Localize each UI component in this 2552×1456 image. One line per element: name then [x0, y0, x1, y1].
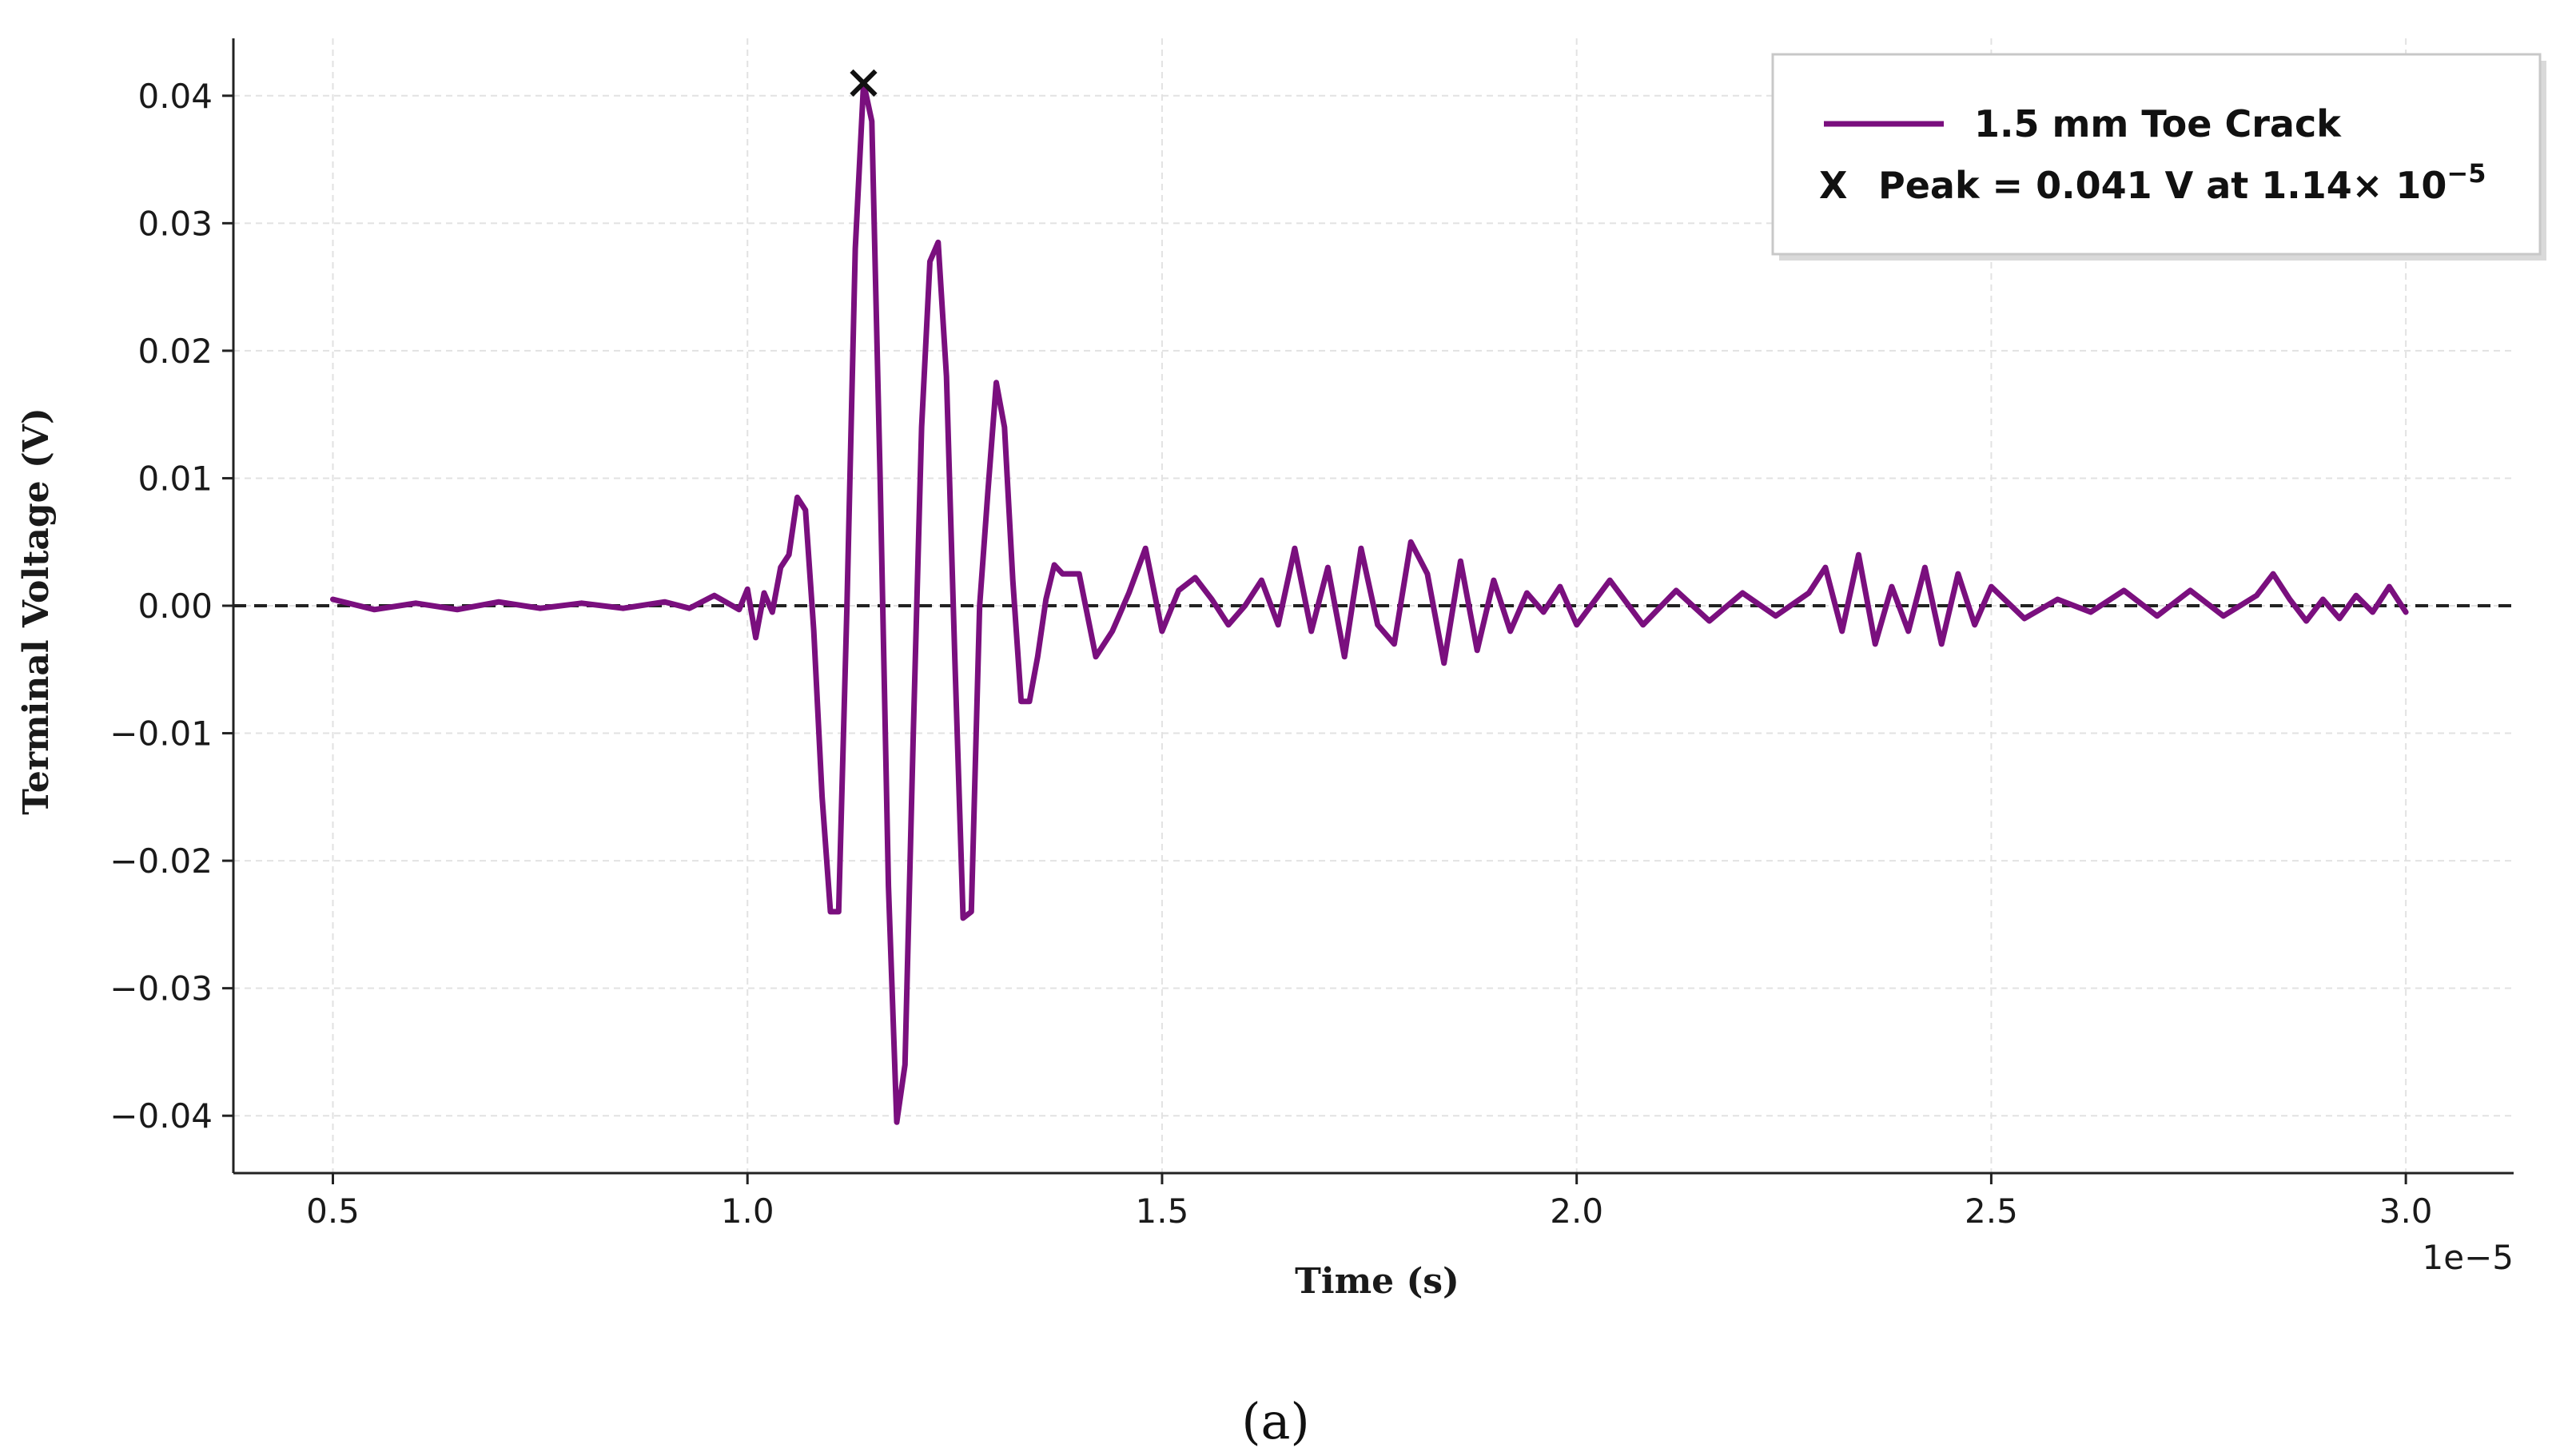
x-tick-label-5: 3.0 [2379, 1191, 2433, 1231]
y-tick-label-4: 0.00 [137, 587, 213, 626]
x-axis-title: Time (s) [1295, 1261, 1459, 1302]
plot-series [330, 80, 2409, 1125]
y-tick-label-1: 0.03 [137, 204, 213, 243]
legend-series-label: 1.5 mm Toe Crack [1974, 102, 2342, 145]
x-tick-label-4: 2.5 [1965, 1191, 2018, 1231]
figure-caption: (a) [1241, 1392, 1309, 1450]
peak-marker-stroke-b [850, 69, 878, 97]
x-axis-tick-labels: 0.5 1.0 1.5 2.0 2.5 3.0 [306, 1191, 2432, 1231]
peak-marker-group [850, 69, 878, 97]
x-tick-label-0: 0.5 [306, 1191, 360, 1231]
series-line-0 [330, 80, 2409, 1125]
x-tick-label-3: 2.0 [1550, 1191, 1603, 1231]
legend-peak-label: Peak = 0.041 V at 1.14× 10−5 [1878, 158, 2486, 207]
grid-lines [233, 38, 2514, 1173]
y-tick-label-0: 0.04 [137, 77, 213, 116]
x-tick-label-2: 1.5 [1136, 1191, 1189, 1231]
y-tick-label-7: −0.03 [109, 969, 213, 1008]
y-tick-label-2: 0.02 [137, 332, 213, 371]
y-axis-title: Terminal Voltage (V) [16, 408, 57, 815]
x-axis-offset-label: 1e−5 [2423, 1238, 2514, 1277]
y-tick-label-5: −0.01 [109, 714, 213, 754]
y-axis-tick-labels: 0.04 0.03 0.02 0.01 0.00 −0.01 −0.02 −0.03 −0.04 [109, 77, 213, 1136]
x-tick-label-1: 1.0 [721, 1191, 774, 1231]
legend-peak-text: Peak = 0.041 V at 1.14× 10 [1878, 164, 2446, 207]
legend-box [1771, 53, 2542, 256]
y-tick-label-6: −0.02 [109, 841, 213, 881]
legend-peak-exponent: −5 [2446, 158, 2486, 189]
y-tick-label-3: 0.01 [137, 459, 213, 498]
legend-peak-symbol: X [1819, 164, 1847, 207]
legend: 1.5 mm Toe Crack X Peak = 0.041 V at 1.1… [1771, 53, 2546, 261]
y-tick-label-8: −0.04 [109, 1096, 213, 1136]
axes [222, 38, 2514, 1184]
